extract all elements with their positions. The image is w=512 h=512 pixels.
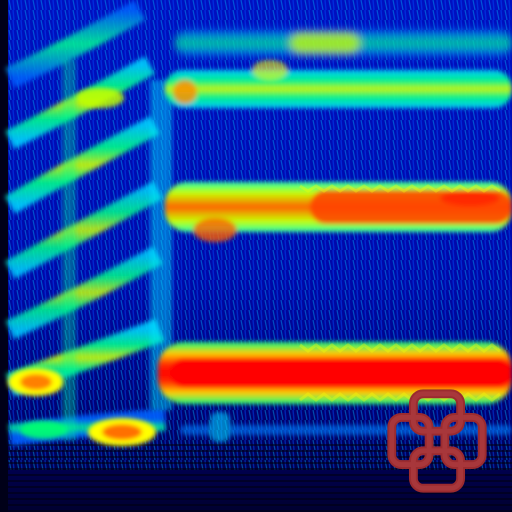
harmonic-upper [165, 60, 512, 108]
transition-column [62, 60, 172, 440]
red-interlocked-knot-logo [378, 382, 496, 500]
band-ripples [299, 184, 501, 402]
harmonic-middle [165, 182, 512, 242]
harmonic-top-faint [175, 30, 512, 56]
left-energy-blobs [8, 88, 156, 446]
knot-logo-icon [387, 389, 487, 493]
left-harmonic-streaks [4, 0, 166, 446]
harmonic-fundamental [158, 342, 512, 404]
